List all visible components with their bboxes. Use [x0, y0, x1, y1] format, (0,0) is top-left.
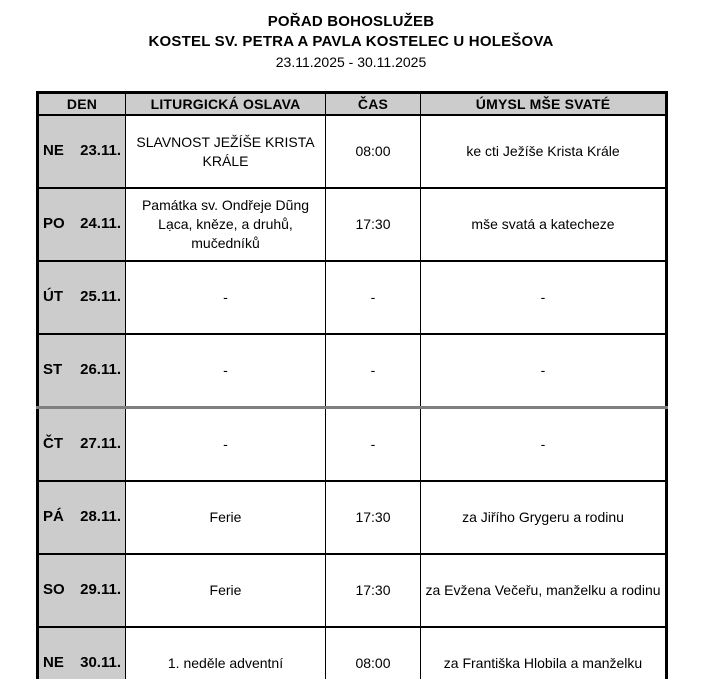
celebration-cell: -	[125, 333, 326, 409]
day-cell: PÁ 28.11.	[37, 480, 126, 555]
day-date: 30.11.	[80, 654, 121, 672]
day-date: 26.11.	[80, 361, 121, 379]
column-header-oslava: LITURGICKÁ OSLAVA	[125, 92, 326, 116]
table-row: ST 26.11. - - -	[37, 333, 667, 409]
day-date: 25.11.	[80, 288, 121, 306]
page-title: POŘAD BOHOSLUŽEB	[267, 13, 435, 30]
celebration-cell: Ferie	[125, 553, 326, 628]
document-header: POŘAD BOHOSLUŽEB KOSTEL SV. PETRA A PAVL…	[0, 0, 702, 72]
table-row: ÚT 25.11. - - -	[37, 260, 667, 335]
day-abbrev: ST	[43, 361, 63, 379]
day-abbrev: ÚT	[43, 288, 63, 306]
intention-cell: za Jiřího Grygeru a rodinu	[420, 480, 667, 555]
time-cell: 08:00	[325, 114, 421, 189]
day-cell: ÚT 25.11.	[37, 260, 126, 335]
day-cell: ST 26.11.	[37, 333, 126, 409]
table-row: ČT 27.11. - - -	[37, 406, 667, 482]
table-header-row: DEN LITURGICKÁ OSLAVA ČAS ÚMYSL MŠE SVAT…	[37, 92, 667, 116]
time-cell: -	[325, 333, 421, 409]
time-cell: -	[325, 260, 421, 335]
date-range: 23.11.2025 - 30.11.2025	[275, 54, 427, 70]
celebration-cell: Památka sv. Ondřeje Dũng Lạca, kněze, a …	[125, 187, 326, 262]
day-date: 29.11.	[80, 581, 121, 599]
day-date: 28.11.	[80, 508, 121, 526]
mass-schedule-table: DEN LITURGICKÁ OSLAVA ČAS ÚMYSL MŠE SVAT…	[36, 91, 668, 679]
day-abbrev: NE	[43, 142, 64, 160]
day-cell: NE 30.11.	[37, 626, 126, 679]
column-header-den: DEN	[37, 92, 126, 116]
intention-cell: za Evžena Večeřu, manželku a rodinu	[420, 553, 667, 628]
intention-cell: ke cti Ježíše Krista Krále	[420, 114, 667, 189]
celebration-cell: Ferie	[125, 480, 326, 555]
day-date: 27.11.	[80, 435, 121, 453]
day-cell: ČT 27.11.	[37, 406, 126, 482]
table-row: NE 30.11. 1. neděle adventní 08:00 za Fr…	[37, 626, 667, 679]
day-cell: PO 24.11.	[37, 187, 126, 262]
intention-cell: -	[420, 333, 667, 409]
celebration-cell: SLAVNOST JEŽÍŠE KRISTA KRÁLE	[125, 114, 326, 189]
day-cell: NE 23.11.	[37, 114, 126, 189]
celebration-cell: -	[125, 406, 326, 482]
column-header-cas: ČAS	[325, 92, 421, 116]
day-date: 23.11.	[80, 142, 121, 160]
day-abbrev: PO	[43, 215, 65, 233]
day-abbrev: NE	[43, 654, 64, 672]
day-abbrev: PÁ	[43, 508, 64, 526]
celebration-cell: -	[125, 260, 326, 335]
church-name: KOSTEL SV. PETRA A PAVLA KOSTELEC U HOLE…	[148, 33, 554, 50]
time-cell: 17:30	[325, 553, 421, 628]
day-date: 24.11.	[80, 215, 121, 233]
table-row: NE 23.11. SLAVNOST JEŽÍŠE KRISTA KRÁLE 0…	[37, 114, 667, 189]
intention-cell: -	[420, 406, 667, 482]
day-abbrev: ČT	[43, 435, 63, 453]
intention-cell: -	[420, 260, 667, 335]
day-abbrev: SO	[43, 581, 65, 599]
day-cell: SO 29.11.	[37, 553, 126, 628]
intention-cell: mše svatá a katecheze	[420, 187, 667, 262]
time-cell: 08:00	[325, 626, 421, 679]
table-row: PÁ 28.11. Ferie 17:30 za Jiřího Grygeru …	[37, 480, 667, 555]
celebration-cell: 1. neděle adventní	[125, 626, 326, 679]
time-cell: -	[325, 406, 421, 482]
time-cell: 17:30	[325, 480, 421, 555]
table-row: SO 29.11. Ferie 17:30 za Evžena Večeřu, …	[37, 553, 667, 628]
table-row: PO 24.11. Památka sv. Ondřeje Dũng Lạca,…	[37, 187, 667, 262]
intention-cell: za Františka Hlobila a manželku	[420, 626, 667, 679]
time-cell: 17:30	[325, 187, 421, 262]
column-header-umysl: ÚMYSL MŠE SVATÉ	[420, 92, 667, 116]
